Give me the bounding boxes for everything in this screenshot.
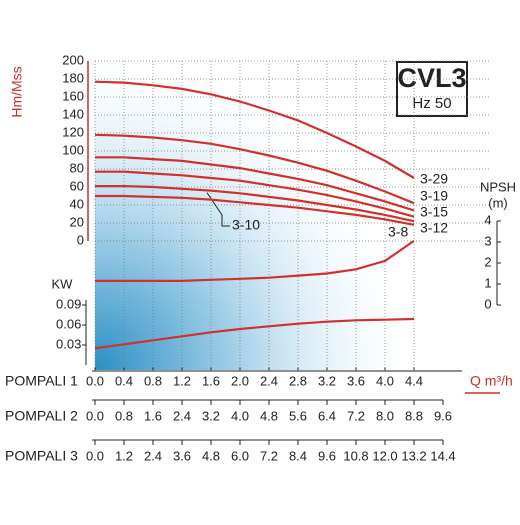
x-tick-label: 4.8 <box>260 408 278 423</box>
series-label: 3-8 <box>388 224 408 240</box>
x-scale-name: POMPALI 2 <box>5 408 78 424</box>
y-tick-label: 180 <box>62 70 84 85</box>
x-scale-name: POMPALI 1 <box>5 373 78 389</box>
x-tick-label: 1.2 <box>173 373 191 388</box>
x-tick-label: 2.4 <box>173 408 191 423</box>
x-tick-label: 6.0 <box>231 448 249 463</box>
y-tick-label: 0 <box>77 232 84 247</box>
x-tick-label: 4.0 <box>231 408 249 423</box>
y-axis-label: Hm/Mss <box>9 66 25 117</box>
x-tick-label: 2.0 <box>231 373 249 388</box>
head-curve <box>94 133 415 205</box>
npsh-tick-label: 3 <box>484 233 491 248</box>
x-axis-label: Q m³/h <box>470 373 513 389</box>
y-tick-label: 40 <box>70 196 84 211</box>
x-tick-label: 0.4 <box>115 373 133 388</box>
x-tick-label: 8.0 <box>376 408 394 423</box>
x-tick-label: 9.6 <box>434 408 452 423</box>
y-tick-label: 160 <box>62 88 84 103</box>
x-tick-label: 3.2 <box>318 373 336 388</box>
series-label: 3-19 <box>420 188 448 204</box>
head-curve <box>94 80 415 179</box>
series-label: 3-15 <box>420 204 448 220</box>
x-tick-label: 4.8 <box>202 448 220 463</box>
title-box <box>396 61 468 117</box>
series-label: 3-12 <box>420 220 448 236</box>
x-tick-label: 7.2 <box>260 448 278 463</box>
x-tick-label: 5.6 <box>289 408 307 423</box>
x-tick-label: 0.0 <box>86 448 104 463</box>
head-curve <box>95 156 415 212</box>
x-tick-label: 8.8 <box>405 408 423 423</box>
y-tick-label: 140 <box>62 106 84 121</box>
x-tick-label: 4.0 <box>376 373 394 388</box>
y-tick-label: 80 <box>70 160 84 175</box>
head-curve <box>95 185 415 223</box>
leader-line <box>206 192 230 227</box>
npsh-tick-label: 2 <box>484 254 491 269</box>
x-tick-label: 0.8 <box>144 373 162 388</box>
x-tick-label: 1.6 <box>144 408 162 423</box>
series-label: 3-10 <box>232 217 260 233</box>
x-tick-label: 14.4 <box>430 448 455 463</box>
chart-title: CVL3 <box>397 63 466 93</box>
npsh-tick-label: 0 <box>484 296 491 311</box>
y-tick-label: 60 <box>70 178 84 193</box>
y-tick-label: 200 <box>62 52 84 67</box>
npsh-curve <box>95 239 415 282</box>
power-tick-label: 0.03 <box>56 336 81 351</box>
x-tick-label: 0.0 <box>86 408 104 423</box>
x-tick-label: 3.2 <box>202 408 220 423</box>
y-tick-label: 120 <box>62 124 84 139</box>
x-scale-name: POMPALI 3 <box>5 448 78 464</box>
chart-subtitle: Hz 50 <box>412 95 451 112</box>
x-tick-label: 12.0 <box>372 448 397 463</box>
power-curve <box>94 317 415 350</box>
x-tick-label: 6.4 <box>318 408 336 423</box>
x-tick-label: 1.6 <box>202 373 220 388</box>
y-tick-label: 20 <box>70 214 84 229</box>
x-tick-label: 4.4 <box>405 373 423 388</box>
x-tick-label: 9.6 <box>318 448 336 463</box>
x-tick-label: 0.0 <box>86 373 104 388</box>
npsh-tick-label: 1 <box>484 275 491 290</box>
x-tick-label: 1.2 <box>115 448 133 463</box>
power-tick-label: 0.09 <box>56 296 81 311</box>
npsh-unit: (m) <box>488 195 508 210</box>
x-tick-label: 7.2 <box>347 408 365 423</box>
x-tick-label: 2.4 <box>144 448 162 463</box>
x-tick-label: 2.4 <box>260 373 278 388</box>
x-tick-label: 10.8 <box>343 448 368 463</box>
head-curve <box>95 170 415 218</box>
series-label: 3-29 <box>420 171 448 187</box>
npsh-tick-label: 4 <box>484 212 491 227</box>
x-tick-label: 8.4 <box>289 448 307 463</box>
x-tick-label: 13.2 <box>401 448 426 463</box>
x-tick-label: 2.8 <box>289 373 307 388</box>
power-tick-label: 0.06 <box>56 316 81 331</box>
head-curve <box>95 194 415 226</box>
npsh-label: NPSH <box>480 179 516 194</box>
x-tick-label: 0.8 <box>115 408 133 423</box>
y-tick-label: 100 <box>62 142 84 157</box>
power-label: KW <box>52 276 74 291</box>
x-tick-label: 3.6 <box>347 373 365 388</box>
x-tick-label: 3.6 <box>173 448 191 463</box>
